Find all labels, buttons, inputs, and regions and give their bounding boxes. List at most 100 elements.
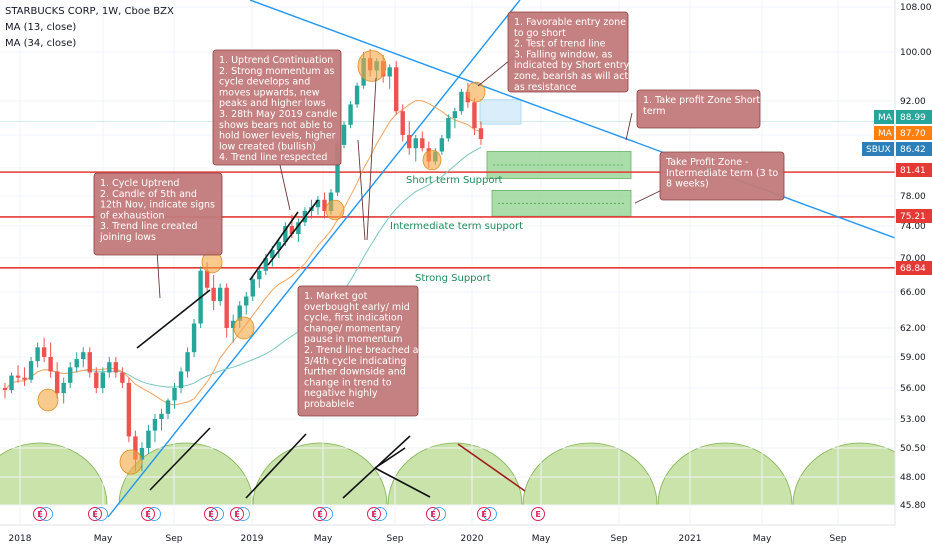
candle-body: [22, 377, 27, 380]
candle-body: [87, 352, 92, 373]
candle-body: [113, 362, 119, 373]
candle-body: [459, 91, 464, 112]
dividend-marker: [483, 507, 497, 521]
time-tick-label: May: [532, 534, 551, 544]
candle-body: [178, 371, 184, 388]
note-entry-zone-line: indicated by Short entry: [514, 60, 630, 71]
price-badge-text: 86.42: [900, 145, 926, 155]
dividend-marker: [319, 507, 333, 521]
note-uptrend-continuation-line: 3. 28th May 2019 candle: [219, 109, 338, 120]
highlight-circle: [325, 199, 345, 221]
time-tick-label: 2019: [241, 534, 264, 544]
time-tick-label: 2020: [461, 534, 484, 544]
dividend-marker: [94, 507, 108, 521]
earnings-marker: [88, 507, 102, 521]
earnings-marker: [33, 507, 47, 521]
note-cycle-uptrend-line: 12th Nov, indicate signs: [100, 200, 215, 211]
price-tick-label: 66.00: [900, 288, 926, 298]
cycle-arc: [0, 442, 108, 506]
dividend-marker: [39, 507, 53, 521]
price-tick-label: 56.00: [900, 384, 926, 394]
dividend-marker: [373, 507, 387, 521]
note-market-overbought-line: change/ momentary: [304, 323, 401, 334]
drawn-line: [267, 199, 319, 266]
earnings-letter: E: [37, 510, 42, 519]
candle-body: [250, 279, 255, 297]
time-tick-label: May: [94, 534, 113, 544]
candle-body: [146, 430, 151, 448]
highlight-circle: [233, 316, 255, 340]
note-market-overbought-line: overbought early/ mid: [304, 302, 410, 313]
ma13-legend[interactable]: MA (13, close): [5, 22, 76, 33]
note-cycle-uptrend-line: joining lows: [99, 232, 156, 243]
candle-body: [172, 388, 177, 401]
price-tick-label: 78.00: [900, 192, 926, 202]
note-entry-zone-line: to go short: [514, 28, 566, 39]
support-label: Intermediate term support: [390, 221, 523, 232]
time-tick-label: Sep: [611, 534, 628, 544]
candle-body: [120, 372, 125, 383]
note-entry-zone-line: 2. Test of trend line: [514, 39, 606, 50]
take-profit-zones: [479, 99, 632, 217]
candle-body: [139, 448, 145, 460]
candle-body: [159, 413, 164, 419]
price-badge-text: 88.99: [900, 113, 926, 123]
trend-lines: [107, 0, 896, 518]
price-tick-label: 53.00: [900, 415, 926, 425]
symbol-title: STARBUCKS CORP, 1W, Cboe BZX: [5, 6, 174, 17]
candle-body: [41, 347, 47, 357]
drawn-line: [374, 467, 431, 498]
candle-body: [231, 320, 236, 328]
drawn-line-red: [457, 443, 526, 492]
earnings-letter: E: [208, 510, 213, 519]
time-tick-label: 2018: [9, 534, 32, 544]
price-badge: [896, 142, 932, 156]
ma34-legend[interactable]: MA (34, close): [5, 38, 76, 49]
candle-body: [48, 357, 53, 372]
candle-body: [283, 226, 288, 242]
price-tick-label: 108.00: [900, 3, 932, 13]
time-tick-label: May: [314, 534, 333, 544]
candle-body: [413, 138, 418, 149]
candle-body: [211, 287, 216, 301]
highlight-circle: [357, 50, 387, 82]
time-tick-label: May: [753, 534, 772, 544]
note-cycle-uptrend-line: 3. Trend line created: [100, 221, 197, 232]
price-tick-label: 74.00: [900, 222, 926, 232]
price-badge-text: 87.70: [900, 129, 926, 139]
candle-body: [68, 367, 73, 383]
drawn-line: [249, 211, 299, 281]
note-market-overbought-line: negative highly: [304, 388, 378, 399]
note-market-overbought-box: [297, 285, 419, 417]
cycle-arc: [657, 442, 793, 506]
candle-body: [270, 250, 275, 258]
earnings-letter: E: [234, 510, 239, 519]
time-axis[interactable]: 2018 May Sep 2019 May Sep 2020 May Sep 2021 May Sep: [9, 534, 847, 544]
candle-body: [100, 372, 105, 388]
cycle-arc: [522, 442, 658, 506]
candle-body: [126, 382, 132, 437]
earnings-letter: E: [92, 510, 97, 519]
candle-body: [54, 371, 60, 394]
candle-body: [478, 128, 484, 139]
price-badge-tag-text: SBUX: [866, 145, 891, 155]
earnings-marker: [230, 507, 244, 521]
cycle-arc: [252, 442, 388, 506]
drawn-line: [374, 447, 406, 469]
note-tp-short-line: term: [643, 106, 666, 117]
candle-body: [341, 124, 347, 145]
candle-body: [354, 85, 360, 105]
price-badge: [896, 163, 932, 177]
callout-pointer: [634, 189, 663, 204]
candle-body: [9, 375, 14, 391]
candle-body: [387, 67, 392, 77]
price-badge-text: 68.84: [900, 264, 926, 274]
earnings-letter: E: [317, 510, 322, 519]
candle-body: [315, 199, 321, 208]
candle-body: [348, 104, 353, 125]
price-tick-label: 92.00: [900, 97, 926, 107]
time-tick-label: Sep: [166, 534, 183, 544]
candle-body: [394, 67, 399, 112]
note-tp-intermediate-line: Take Profit Zone -: [665, 157, 749, 168]
